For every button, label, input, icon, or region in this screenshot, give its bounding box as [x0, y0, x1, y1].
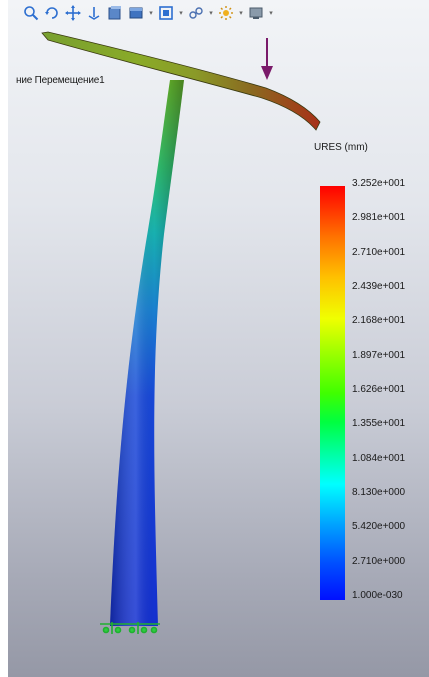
apply-scene-icon[interactable]	[217, 4, 235, 22]
zoom-to-fit-icon[interactable]	[22, 4, 40, 22]
view-orientation-icon[interactable]	[106, 4, 124, 22]
view-settings-icon[interactable]	[247, 4, 265, 22]
heads-up-view-toolbar: ▾ ▾ ▾ ▾ ▾	[22, 2, 274, 24]
legend-value-label: 2.710e+001	[352, 246, 406, 258]
study-plot-label: ние Перемещение1	[16, 75, 105, 86]
legend-value-label: 2.981e+001	[352, 212, 406, 224]
view-settings-dropdown[interactable]: ▾	[269, 10, 273, 17]
legend-value-label: 3.252e+001	[352, 178, 406, 189]
edit-appearance-dropdown[interactable]: ▾	[209, 10, 213, 17]
legend-value-label: 1.084e+001	[352, 452, 406, 464]
pole-body	[110, 80, 184, 626]
legend-value-label: 1.897e+001	[352, 349, 406, 361]
graphics-viewport[interactable]: ▾ ▾ ▾ ▾ ▾ ние Перемещение1	[8, 0, 429, 677]
model-graphics	[41, 31, 321, 634]
legend-value-label: 1.626e+001	[352, 384, 406, 395]
fixed-support-icon	[100, 622, 160, 634]
hide-show-items-icon[interactable]	[157, 4, 175, 22]
legend-value-label: 2.168e+001	[352, 315, 406, 327]
legend-color-bar	[320, 186, 345, 600]
rotate-view-icon[interactable]	[43, 4, 61, 22]
display-style-icon[interactable]	[127, 4, 145, 22]
load-arrow-icon	[261, 38, 273, 80]
legend-title: URES (mm)	[314, 142, 368, 153]
cross-beam	[41, 31, 321, 131]
display-style-dropdown[interactable]: ▾	[149, 10, 153, 17]
legend-value-label: 2.710e+000	[352, 555, 406, 567]
legend-value-label: 5.420e+000	[352, 521, 406, 533]
legend-value-label: 1.355e+001	[352, 418, 406, 430]
legend-value-label: 2.439e+001	[352, 281, 406, 292]
hide-show-items-dropdown[interactable]: ▾	[179, 10, 183, 17]
edit-appearance-icon[interactable]	[187, 4, 205, 22]
legend-value-label: 8.130e+000	[352, 487, 406, 498]
pan-icon[interactable]	[64, 4, 82, 22]
legend-value-label: 1.000e-030	[352, 590, 403, 601]
section-view-icon[interactable]	[85, 4, 103, 22]
apply-scene-dropdown[interactable]: ▾	[239, 10, 243, 17]
